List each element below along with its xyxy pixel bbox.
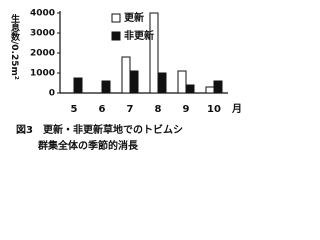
y-tick-label: 4000: [30, 9, 55, 19]
caption-line: 群集全体の季節的消長: [38, 139, 139, 152]
y-tick-label: 2000: [30, 49, 55, 59]
bar: [185, 84, 195, 94]
legend-swatch: [111, 13, 121, 23]
bar: [149, 12, 159, 94]
bar: [101, 80, 111, 94]
y-tick-label: 0: [49, 89, 55, 99]
x-tick-label: 10: [207, 104, 221, 115]
bar: [157, 72, 167, 94]
y-tick-label: 3000: [30, 29, 55, 39]
x-tick-label: 5: [71, 104, 78, 115]
chart: 生息数/0.25m² 月 図3 更新・非更新草地でのトビムシ 群集全体の季節的消…: [9, 9, 242, 153]
legend-label: 非更新: [124, 29, 154, 42]
bar: [205, 86, 215, 94]
x-tick-label: 6: [99, 104, 106, 115]
bar: [177, 70, 187, 94]
bar: [73, 77, 83, 94]
x-tick-label: 9: [183, 104, 190, 115]
y-axis-label: 生息数/0.25m²: [9, 13, 20, 80]
bar: [213, 80, 223, 94]
x-axis-label: 月: [231, 103, 242, 115]
bar: [121, 56, 131, 94]
caption-line: 図3 更新・非更新草地でのトビムシ: [16, 123, 183, 136]
bar: [129, 70, 139, 94]
legend-label: 更新: [124, 11, 144, 24]
x-tick-label: 8: [155, 104, 162, 115]
x-tick-label: 7: [127, 104, 134, 115]
y-tick-label: 1000: [30, 69, 55, 79]
legend-swatch: [111, 31, 121, 41]
